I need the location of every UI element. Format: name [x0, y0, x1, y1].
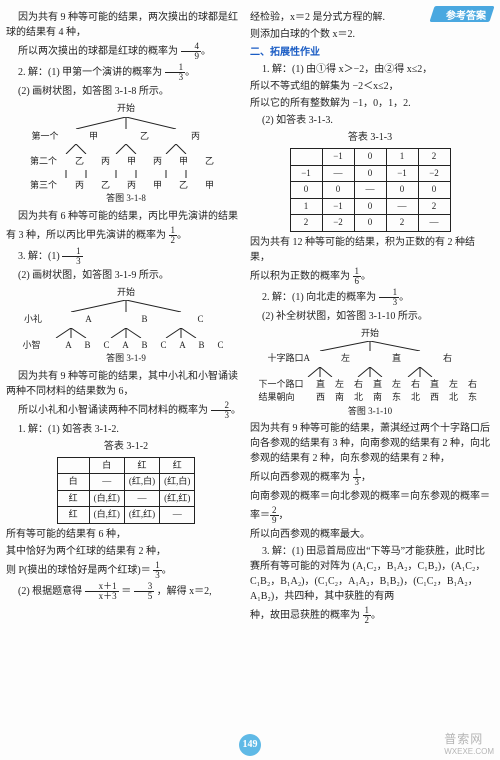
- fraction: 12: [363, 606, 372, 625]
- tree-lines: [36, 144, 216, 154]
- section-header: 二、拓展性作业: [250, 45, 490, 60]
- left-column: 因为共有 9 种等可能的结果，两次摸出的球都是红球的结果有 4 种， 所以两次摸…: [6, 8, 246, 627]
- text: 1. 解：(1) 如答表 3-1-2.: [6, 422, 246, 437]
- text: 所有等可能的结果有 6 种，: [6, 527, 246, 542]
- text: 所以向西参观的概率最大。: [250, 527, 490, 542]
- tree-lines: [36, 117, 216, 129]
- text: 1. 解：(1) 由①得 x＞−2，由②得 x≤2，: [250, 62, 490, 77]
- text: 2. 解：(1) 甲第一个演讲的概率为 13。: [6, 63, 246, 82]
- fraction: 29: [270, 506, 279, 525]
- header-badge-text: 参考答案: [446, 7, 486, 22]
- tree-lines: [26, 300, 226, 312]
- fraction: 35: [134, 582, 155, 601]
- text: 所以积为正数的概率为 16。: [250, 267, 490, 286]
- fraction: 13: [353, 468, 362, 487]
- text: 所以两次摸出的球都是红球的概率为 49。: [6, 42, 246, 61]
- text: 所以向西参观的概率为 13，: [250, 468, 490, 487]
- caption: 答表 3-1-2: [6, 439, 246, 454]
- text: 所以它的所有整数解为 −1，0，1，2.: [250, 96, 490, 111]
- tree-lines: [270, 367, 470, 377]
- fraction: x＋1x＋3: [85, 582, 119, 601]
- fraction: 23: [211, 401, 232, 420]
- tree-lines: [36, 170, 216, 178]
- text: 因为共有 9 种等可能的结果，萧淇经过两个十字路口后向各参观的结果有 3 种，向…: [250, 421, 490, 466]
- text: (2) 补全树状图，如答图 3-1-10 所示。: [250, 309, 490, 324]
- fraction: 49: [181, 42, 202, 61]
- caption: 答图 3-1-9: [6, 352, 246, 366]
- text: 3. 解：(1) 13: [6, 247, 246, 266]
- table-1: 白红红 白—(红,白)(红,白) 红(白,红)—(红,红) 红(白,红)(红,红…: [57, 457, 196, 524]
- text: 其中恰好为两个红球的结果有 2 种，: [6, 544, 246, 559]
- tree-diagram-2: 开始 小礼 A B C 小智 ABC ABC ABC 答图 3-1-9: [6, 286, 246, 366]
- watermark: 普索网 WXEXE.COM: [444, 730, 494, 756]
- footer: 149: [0, 734, 500, 756]
- caption: 答图 3-1-8: [6, 192, 246, 206]
- tree-diagram-3: 开始 十字路口A 左 直 右 下一个路口 直左右 直左右 直左右 结果朝向 西南…: [250, 327, 490, 419]
- text: 所以不等式组的解集为 −2＜x≤2，: [250, 79, 490, 94]
- page-number: 149: [239, 734, 261, 756]
- fraction: 16: [353, 267, 362, 286]
- text: 则 P(摸出的球恰好是两个红球)＝ 13。: [6, 561, 246, 580]
- text: 率＝29，: [250, 506, 490, 525]
- caption: 答图 3-1-10: [250, 405, 490, 419]
- caption: 答表 3-1-3: [250, 130, 490, 145]
- text: 因为共有 9 种等可能的结果，其中小礼和小智诵读两种不同材料的结果数为 6，: [6, 369, 246, 399]
- text: 因为共有 12 种等可能的结果，积为正数的有 2 种结果，: [250, 235, 490, 265]
- text: 2. 解：(1) 向北走的概率为 13。: [250, 288, 490, 307]
- text: (2) 根据题意得 x＋1x＋3 ＝ 35 ，解得 x＝2,: [6, 582, 246, 601]
- fraction: 12: [169, 226, 178, 245]
- fraction: 13: [165, 63, 186, 82]
- text: 因为共有 6 种等可能的结果，丙比甲先演讲的结果: [6, 209, 246, 224]
- text: 所以小礼和小智诵读两种不同材料的概率为 23。: [6, 401, 246, 420]
- table-2: −1012 −1—0−1−2 00—00 1−10—2 2−202—: [290, 148, 451, 232]
- text: 3. 解：(1) 田忌首局应出“下等马”才能获胜，此时比赛所有等可能的对阵为 (…: [250, 544, 490, 604]
- text: 种，故田忌获胜的概率为 12。: [250, 606, 490, 625]
- tree-lines: [270, 341, 470, 351]
- page-body: 因为共有 9 种等可能的结果，两次摸出的球都是红球的结果有 4 种， 所以两次摸…: [0, 0, 500, 633]
- text: (2) 画树状图，如答图 3-1-9 所示。: [6, 268, 246, 283]
- fraction: 13: [62, 247, 83, 266]
- text: (2) 如答表 3-1-3.: [250, 113, 490, 128]
- fraction: 13: [153, 561, 162, 580]
- text: 因为共有 9 种等可能的结果，两次摸出的球都是红球的结果有 4 种，: [6, 10, 246, 40]
- text: 则添加白球的个数 x＝2.: [250, 27, 490, 42]
- tree-diagram-1: 开始 第一个 甲 乙 丙 第二个 乙丙 甲丙 甲乙 第三个 丙乙 丙甲 乙甲 答…: [6, 102, 246, 206]
- header-badge: 参考答案: [422, 6, 492, 24]
- text: (2) 画树状图，如答图 3-1-8 所示。: [6, 84, 246, 99]
- text: 有 3 种，所以丙比甲先演讲的概率为 12。: [6, 226, 246, 245]
- right-column: 经检验，x＝2 是分式方程的解. 则添加白球的个数 x＝2. 二、拓展性作业 1…: [250, 8, 490, 627]
- fraction: 13: [379, 288, 400, 307]
- text: 向南参观的概率＝向北参观的概率＝向东参观的概率＝: [250, 489, 490, 504]
- tree-lines: [26, 328, 226, 338]
